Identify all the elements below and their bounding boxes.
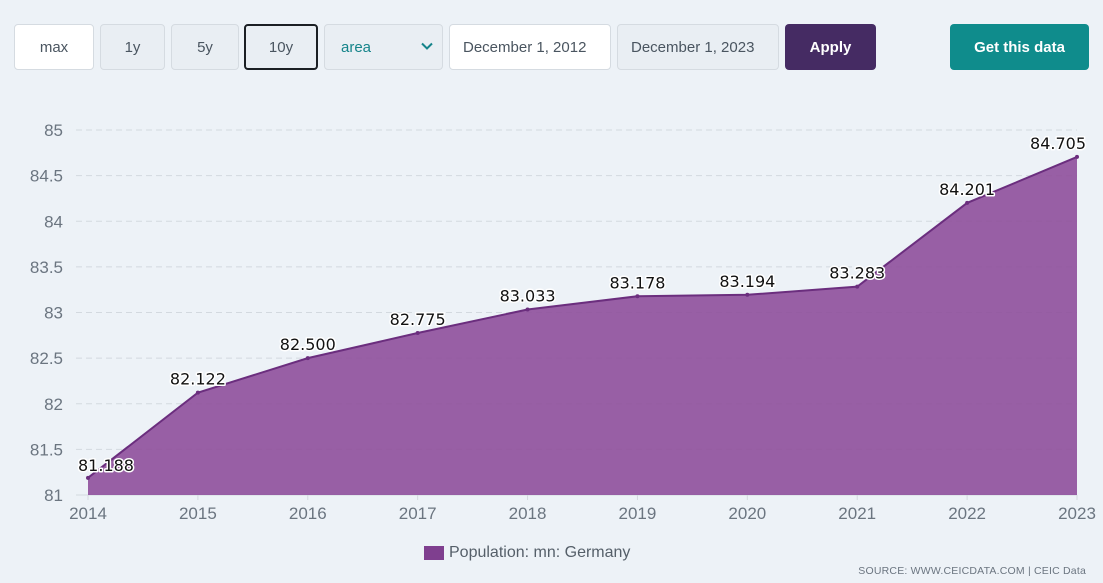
data-point[interactable] — [1075, 154, 1079, 159]
data-label: 82.122 — [170, 370, 226, 389]
x-tick-label: 2022 — [948, 504, 986, 523]
chart-type-value: area — [341, 38, 372, 56]
y-tick-label: 81 — [44, 486, 63, 505]
legend-swatch — [424, 546, 444, 560]
data-point[interactable] — [305, 356, 310, 361]
data-label: 83.194 — [719, 272, 775, 291]
x-tick-label: 2018 — [509, 504, 547, 523]
area-line — [87, 155, 1078, 479]
x-tick-label: 2015 — [179, 504, 217, 523]
x-tick-label: 2016 — [289, 504, 327, 523]
y-tick-label: 83 — [44, 304, 63, 323]
y-tick-label: 82.5 — [30, 349, 63, 368]
data-label: 83.283 — [829, 264, 885, 283]
data-label: 84.705 — [1030, 134, 1086, 153]
data-label: 83.178 — [609, 273, 665, 292]
data-label: 81.188 — [78, 456, 134, 475]
y-tick-label: 83.5 — [30, 258, 63, 277]
x-tick-label: 2014 — [69, 504, 107, 523]
data-point[interactable] — [745, 292, 750, 297]
apply-button[interactable]: Apply — [785, 24, 876, 70]
y-tick-label: 84 — [44, 212, 63, 231]
x-tick-label: 2020 — [728, 504, 766, 523]
x-tick-label: 2019 — [619, 504, 657, 523]
chart-toolbar: max 1y 5y 10y area December 1, 2012 Dece… — [0, 0, 1103, 90]
data-label: 82.775 — [390, 310, 446, 329]
y-axis-ticks: 81 81.5 82 82.5 83 83.5 84 84.5 85 — [30, 121, 63, 505]
range-10y-button[interactable]: 10y — [244, 24, 318, 70]
data-label: 83.033 — [500, 286, 556, 305]
legend-label: Population: mn: Germany — [449, 544, 631, 561]
data-label: 84.201 — [939, 180, 995, 199]
area-series — [86, 154, 1079, 495]
chart-type-select[interactable]: area — [324, 24, 443, 70]
end-date-field[interactable]: December 1, 2023 — [617, 24, 779, 70]
range-5y-button[interactable]: 5y — [171, 24, 239, 70]
y-tick-label: 84.5 — [30, 167, 63, 186]
legend[interactable]: Population: mn: Germany — [424, 543, 630, 563]
y-tick-label: 82 — [44, 395, 63, 414]
data-point[interactable] — [525, 307, 530, 312]
data-point[interactable] — [86, 475, 90, 480]
chevron-down-icon — [421, 42, 433, 50]
y-tick-label: 85 — [44, 121, 63, 140]
x-tick-label: 2017 — [399, 504, 437, 523]
x-tick-label: 2021 — [838, 504, 876, 523]
data-point[interactable] — [965, 200, 970, 205]
x-tick-label: 2023 — [1058, 504, 1096, 523]
data-label: 82.500 — [280, 335, 336, 354]
data-point[interactable] — [635, 294, 640, 299]
range-1y-button[interactable]: 1y — [100, 24, 165, 70]
y-tick-label: 81.5 — [30, 440, 63, 459]
data-labels: 81.188 82.122 82.500 82.775 83.033 83.178 83.1… — [77, 132, 1088, 476]
area-fill[interactable] — [88, 156, 1077, 495]
start-date-field[interactable]: December 1, 2012 — [449, 24, 611, 70]
data-point[interactable] — [415, 331, 420, 336]
x-axis-ticks: 2014 2015 2016 2017 2018 2019 2020 2021 2022 2023 — [69, 504, 1096, 523]
data-point[interactable] — [195, 390, 200, 395]
data-point[interactable] — [855, 284, 860, 289]
range-max-button[interactable]: max — [14, 24, 94, 70]
source-note: SOURCE: WWW.CEICDATA.COM | CEIC Data — [858, 565, 1086, 577]
get-data-button[interactable]: Get this data — [950, 24, 1089, 70]
